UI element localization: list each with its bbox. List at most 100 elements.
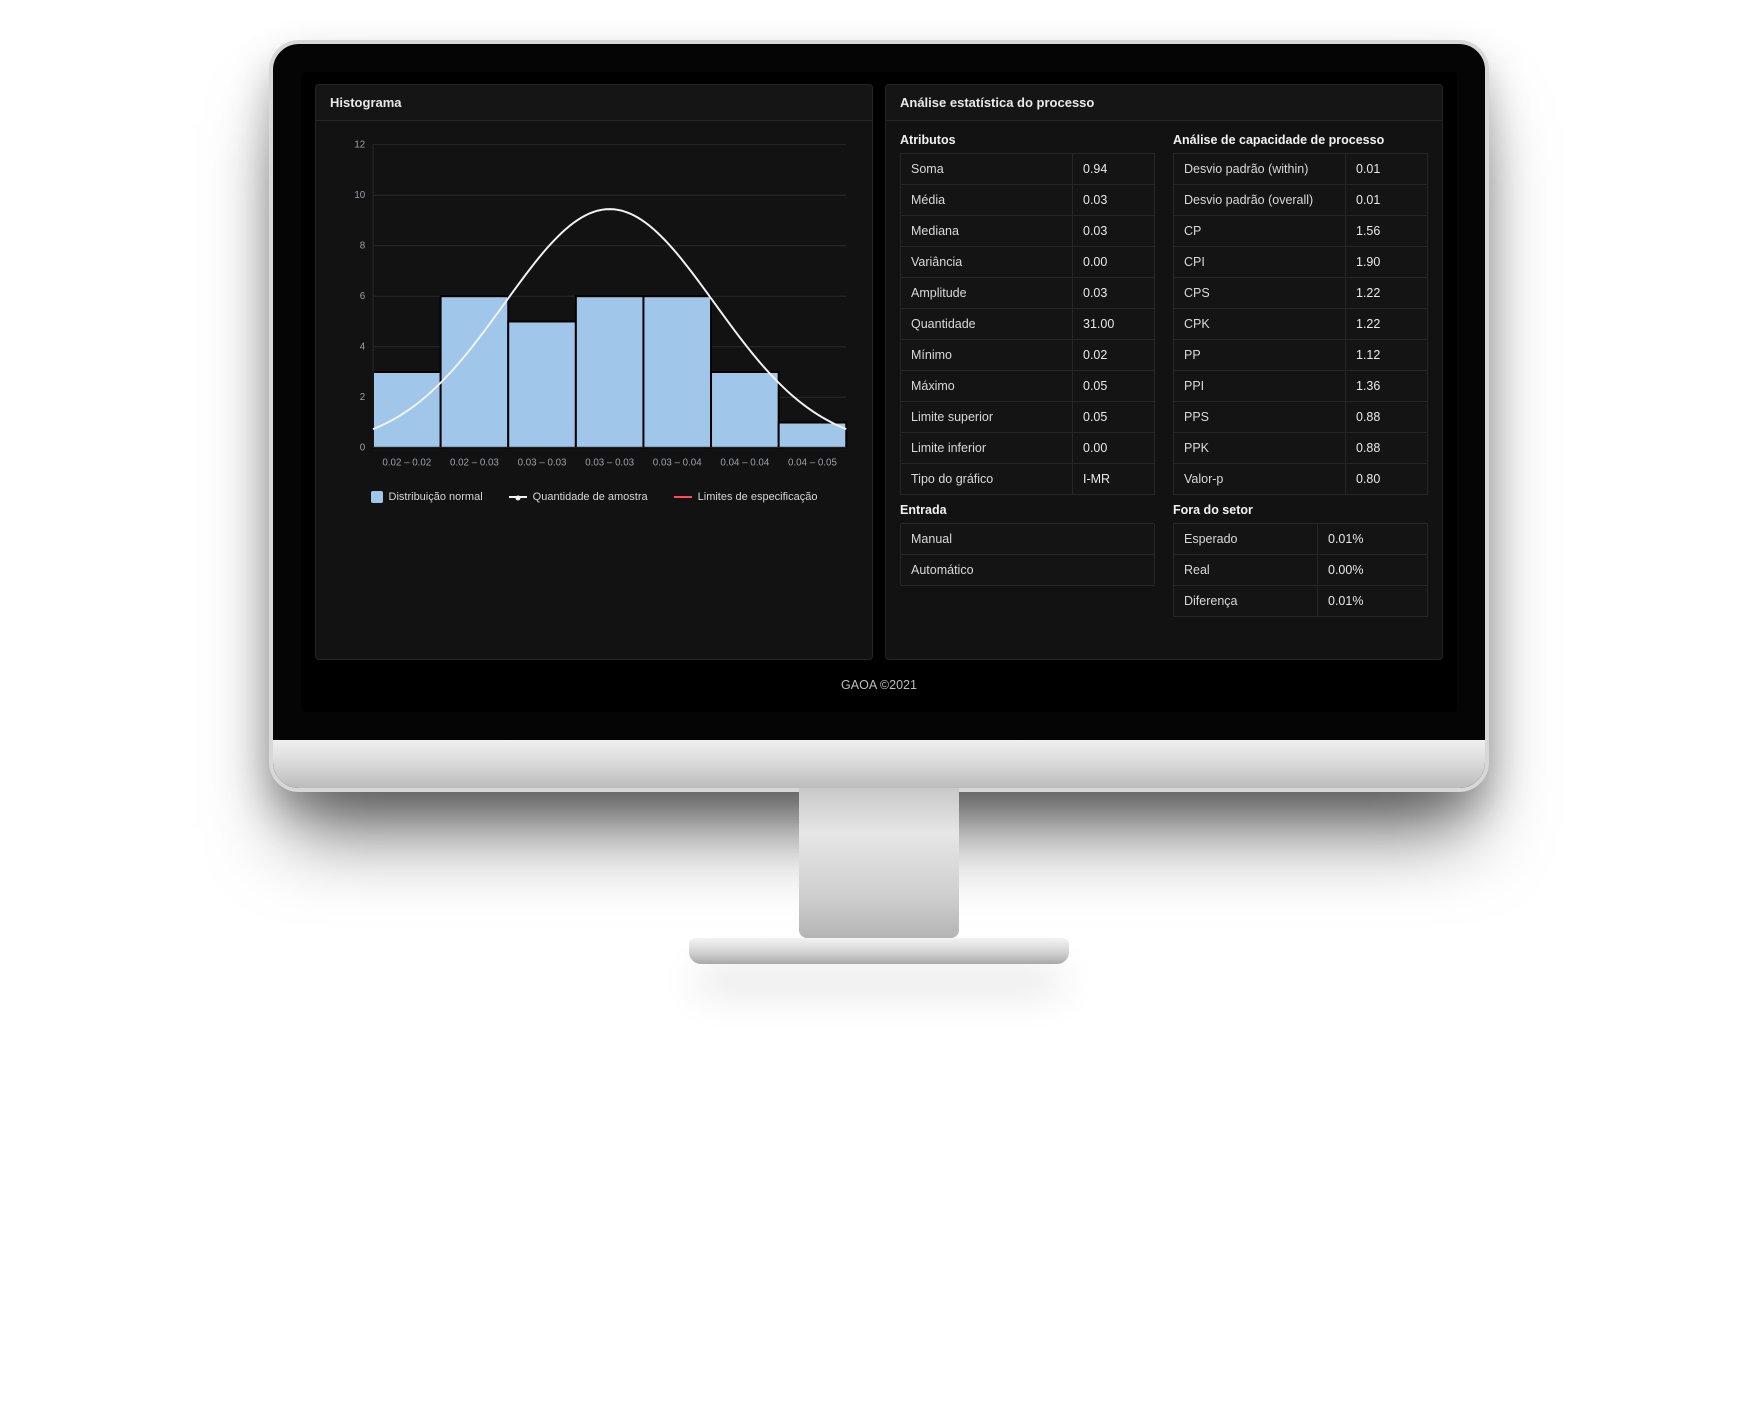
table-row: Limite inferior0.00	[901, 433, 1155, 464]
svg-text:0.03 – 0.03: 0.03 – 0.03	[518, 457, 567, 468]
table-row: Soma0.94	[901, 154, 1155, 185]
stat-label: CPS	[1174, 278, 1346, 309]
table-row: Amplitude0.03	[901, 278, 1155, 309]
table-row: Mínimo0.02	[901, 340, 1155, 371]
capability-table: Desvio padrão (within)0.01Desvio padrão …	[1173, 153, 1428, 495]
stat-value: 0.01%	[1318, 524, 1428, 555]
entry-option-list: ManualAutomático	[900, 523, 1155, 586]
table-row: Desvio padrão (overall)0.01	[1174, 185, 1428, 216]
stat-value: 0.05	[1073, 371, 1155, 402]
svg-text:0.02 – 0.02: 0.02 – 0.02	[382, 457, 431, 468]
table-row: Máximo0.05	[901, 371, 1155, 402]
stat-label: Limite superior	[901, 402, 1073, 433]
table-row: CPK1.22	[1174, 309, 1428, 340]
stat-value: 1.90	[1346, 247, 1428, 278]
svg-text:0: 0	[360, 443, 366, 454]
svg-text:0.04 – 0.05: 0.04 – 0.05	[788, 457, 837, 468]
legend-swatch-icon	[371, 491, 383, 503]
section-title: Análise de capacidade de processo	[1173, 133, 1428, 147]
monitor-chin	[273, 740, 1485, 788]
stat-label: Real	[1174, 555, 1318, 586]
table-row: PPI1.36	[1174, 371, 1428, 402]
footer-text: GAOA ©2021	[315, 660, 1443, 696]
stat-value: 0.88	[1346, 433, 1428, 464]
stat-label: Quantidade	[901, 309, 1073, 340]
stat-value: 1.56	[1346, 216, 1428, 247]
svg-text:0.04 – 0.04: 0.04 – 0.04	[720, 457, 769, 468]
stat-value: 0.80	[1346, 464, 1428, 495]
stat-label: PPK	[1174, 433, 1346, 464]
legend-label: Limites de especificação	[698, 491, 818, 503]
stat-value: 1.36	[1346, 371, 1428, 402]
stat-value: 0.01%	[1318, 586, 1428, 617]
table-row: Quantidade31.00	[901, 309, 1155, 340]
panel-title: Histograma	[316, 85, 872, 121]
table-row: PPS0.88	[1174, 402, 1428, 433]
stat-value: 0.03	[1073, 185, 1155, 216]
stat-value: 0.01	[1346, 154, 1428, 185]
section-title: Entrada	[900, 503, 1155, 517]
stat-label: CPK	[1174, 309, 1346, 340]
stat-label: Máximo	[901, 371, 1073, 402]
stat-label: Mínimo	[901, 340, 1073, 371]
stat-label: Amplitude	[901, 278, 1073, 309]
capability-section: Análise de capacidade de processo Desvio…	[1173, 131, 1428, 617]
stat-value: 0.03	[1073, 278, 1155, 309]
table-row: Mediana0.03	[901, 216, 1155, 247]
table-row: CPI1.90	[1174, 247, 1428, 278]
stat-label: Média	[901, 185, 1073, 216]
legend-item: Quantidade de amostra	[509, 491, 648, 503]
section-title: Atributos	[900, 133, 1155, 147]
svg-text:4: 4	[360, 342, 366, 353]
stat-value: 0.05	[1073, 402, 1155, 433]
entry-option[interactable]: Automático	[901, 555, 1154, 585]
table-row: Tipo do gráficoI-MR	[901, 464, 1155, 495]
monitor-stand	[799, 788, 959, 938]
stat-value: 0.03	[1073, 216, 1155, 247]
stat-label: Desvio padrão (within)	[1174, 154, 1346, 185]
legend-line-icon	[674, 496, 692, 498]
stat-label: CP	[1174, 216, 1346, 247]
attributes-table: Soma0.94Média0.03Mediana0.03Variância0.0…	[900, 153, 1155, 495]
table-row: Variância0.00	[901, 247, 1155, 278]
histogram-legend: Distribuição normalQuantidade de amostra…	[330, 491, 858, 503]
table-row: Valor-p0.80	[1174, 464, 1428, 495]
stat-value: 0.01	[1346, 185, 1428, 216]
stat-label: Valor-p	[1174, 464, 1346, 495]
svg-text:0.03 – 0.04: 0.03 – 0.04	[653, 457, 702, 468]
stat-label: Soma	[901, 154, 1073, 185]
monitor-mockup: Histograma 0246810120.02 – 0.020.02 – 0.…	[269, 40, 1489, 938]
stat-value: 1.12	[1346, 340, 1428, 371]
svg-text:0.02 – 0.03: 0.02 – 0.03	[450, 457, 499, 468]
stat-label: PPS	[1174, 402, 1346, 433]
stat-value: 31.00	[1073, 309, 1155, 340]
table-row: Esperado0.01%	[1174, 524, 1428, 555]
stat-label: Esperado	[1174, 524, 1318, 555]
svg-text:8: 8	[360, 241, 365, 252]
stat-label: Diferença	[1174, 586, 1318, 617]
table-row: CPS1.22	[1174, 278, 1428, 309]
stat-label: PP	[1174, 340, 1346, 371]
stat-label: Tipo do gráfico	[901, 464, 1073, 495]
stat-value: 0.00	[1073, 433, 1155, 464]
stat-value: 0.00	[1073, 247, 1155, 278]
table-row: Limite superior0.05	[901, 402, 1155, 433]
stat-value: 1.22	[1346, 278, 1428, 309]
entry-option[interactable]: Manual	[901, 524, 1154, 555]
stats-panel: Análise estatística do processo Atributo…	[885, 84, 1443, 660]
stat-label: Desvio padrão (overall)	[1174, 185, 1346, 216]
stat-value: 0.94	[1073, 154, 1155, 185]
panel-title: Análise estatística do processo	[886, 85, 1442, 121]
table-row: CP1.56	[1174, 216, 1428, 247]
stat-value: 0.88	[1346, 402, 1428, 433]
stat-label: PPI	[1174, 371, 1346, 402]
histogram-chart: 0246810120.02 – 0.020.02 – 0.030.03 – 0.…	[330, 131, 858, 483]
stat-value: 0.02	[1073, 340, 1155, 371]
screen: Histograma 0246810120.02 – 0.020.02 – 0.…	[301, 72, 1457, 712]
svg-text:10: 10	[354, 190, 365, 201]
attributes-section: Atributos Soma0.94Média0.03Mediana0.03Va…	[900, 131, 1155, 617]
table-row: PPK0.88	[1174, 433, 1428, 464]
outside-table: Esperado0.01%Real0.00%Diferença0.01%	[1173, 523, 1428, 617]
section-title: Fora do setor	[1173, 503, 1428, 517]
table-row: Diferença0.01%	[1174, 586, 1428, 617]
